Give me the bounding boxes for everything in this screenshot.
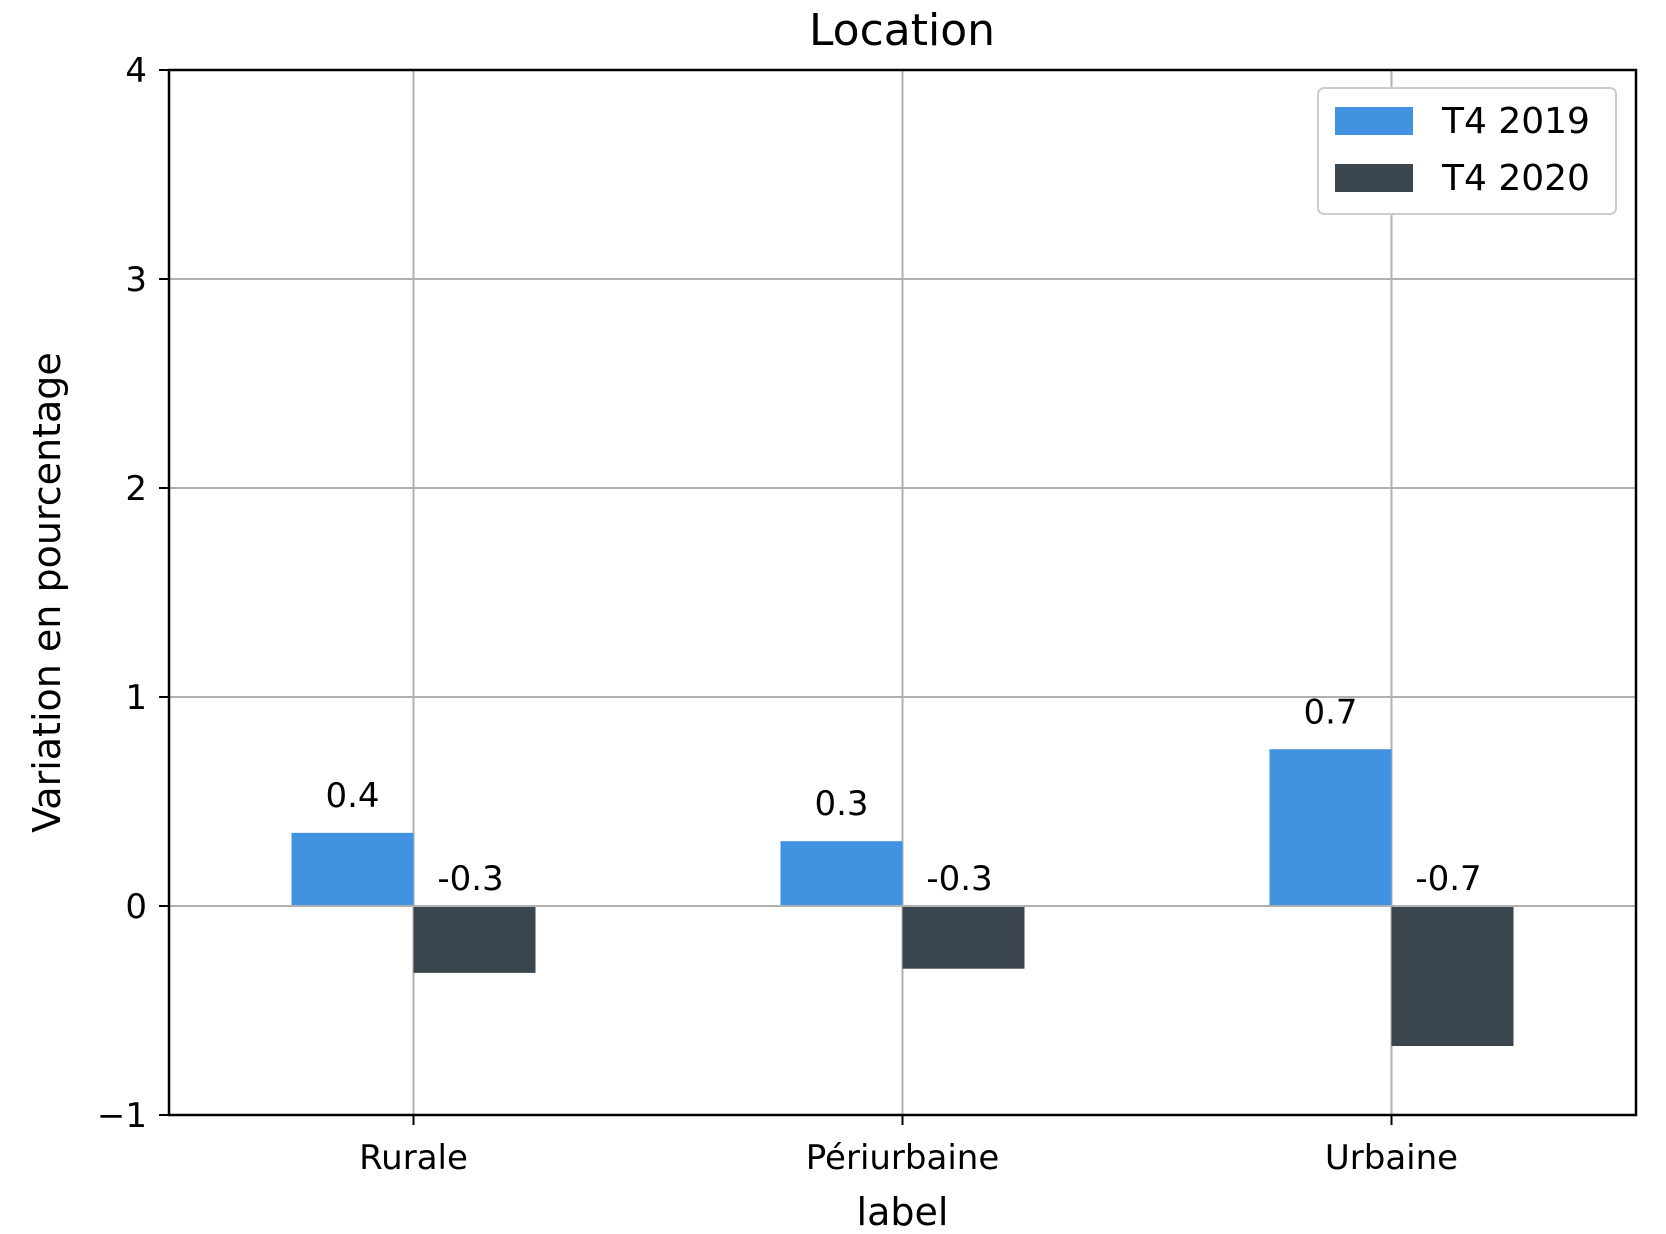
y-axis-label: Variation en pourcentage (25, 352, 69, 833)
data-label: -0.3 (437, 859, 503, 899)
legend-label: T4 2019 (1441, 101, 1590, 142)
chart-title: Location (809, 5, 995, 56)
bar-series-1-1 (780, 841, 903, 906)
bars (291, 749, 1514, 1047)
y-tick-label: 4 (125, 51, 147, 91)
data-label: 0.7 (1303, 692, 1357, 732)
data-label: -0.3 (926, 859, 992, 899)
x-tick-label: Urbaine (1325, 1138, 1458, 1178)
y-tick-label: 0 (125, 887, 147, 927)
legend-label: T4 2020 (1441, 158, 1590, 199)
y-tick-label: 2 (125, 469, 147, 509)
legend: T4 2019 T4 2020 (1317, 87, 1617, 215)
y-tick-label: 1 (125, 678, 147, 718)
legend-swatch (1335, 164, 1413, 192)
bar-series-1-2 (1269, 749, 1392, 906)
y-tick-label: −1 (97, 1096, 147, 1136)
data-label: 0.3 (814, 784, 868, 824)
ticks: −1 0 1 2 3 4 Rurale Périurbaine Urbaine (97, 51, 1458, 1178)
data-label: 0.4 (325, 776, 379, 816)
data-label: -0.7 (1415, 859, 1481, 899)
legend-swatch (1335, 107, 1413, 135)
x-tick-label: Rurale (359, 1138, 468, 1178)
data-labels: 0.4 0.3 0.7 -0.3 -0.3 -0.7 (325, 692, 1481, 899)
y-tick-label: 3 (125, 260, 147, 300)
bar-series-1-0 (291, 832, 414, 906)
bar-series-2-2 (1391, 906, 1514, 1047)
bar-series-2-1 (902, 906, 1025, 969)
x-axis-label: label (857, 1190, 949, 1234)
x-tick-label: Périurbaine (806, 1138, 1000, 1178)
bar-series-2-0 (413, 906, 536, 973)
